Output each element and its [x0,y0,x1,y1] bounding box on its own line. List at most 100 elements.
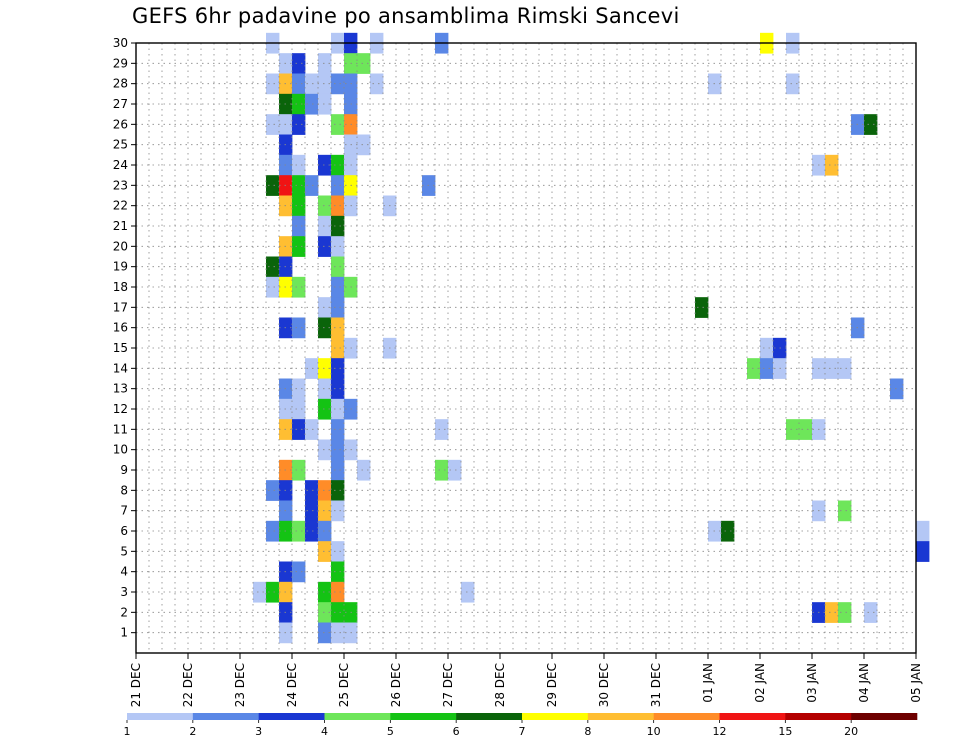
legend-swatch [785,713,852,720]
heatmap-cell [292,114,306,135]
x-tick-label: 22 DEC [181,663,195,707]
heatmap-cell [318,602,332,623]
legend-swatch [587,713,654,720]
x-tick-label: 23 DEC [233,663,247,707]
y-tick-label: 14 [113,361,128,375]
heatmap-cell [305,500,319,522]
heatmap-cell [331,622,345,644]
heatmap-cell [305,175,319,196]
heatmap-cell [266,480,280,501]
heatmap-cell [370,73,384,95]
y-tick-label: 22 [113,199,128,213]
x-tick-label: 30 DEC [597,663,611,707]
heatmap-cell [331,398,345,420]
x-tick-label: 29 DEC [545,663,559,707]
heatmap-cell [786,419,800,440]
heatmap-cell [825,358,839,379]
heatmap-cell [292,73,306,95]
heatmap-cell [318,622,332,644]
heatmap-cell [318,398,332,420]
heatmap-cell [292,53,306,74]
y-tick-label: 15 [113,341,128,355]
y-tick-label: 2 [120,605,128,619]
heatmap-cell [305,73,319,95]
heatmap-cell [331,358,345,379]
legend-label: 8 [584,725,591,738]
heatmap-cell [760,358,774,379]
heatmap-cell [838,602,852,623]
legend-swatch [324,713,391,720]
legend-swatch [851,713,918,720]
heatmap-cell [266,581,280,603]
heatmap-cell [838,358,852,379]
heatmap-cell [292,520,306,542]
legend-label: 7 [519,725,526,738]
heatmap-cell [266,175,280,196]
legend-label: 5 [387,725,394,738]
chart-title: GEFS 6hr padavine po ansamblima Rimski S… [132,4,680,28]
y-tick-label: 17 [113,300,128,314]
y-tick-label: 23 [113,178,128,192]
legend-swatch [258,713,325,720]
heatmap-cell [331,73,345,95]
y-tick-label: 29 [113,56,128,70]
heatmap-cell [292,317,306,339]
x-tick-label: 24 DEC [285,663,299,707]
heatmap-cell [331,480,345,501]
heatmap-cell [916,520,930,542]
heatmap-cell [318,195,332,217]
heatmap-cell [305,93,319,115]
heatmap-cell [331,154,345,176]
heatmap-cell [331,256,345,278]
heatmap-cell [318,215,332,237]
heatmap-cell [305,480,319,501]
heatmap-cell [318,317,332,339]
heatmap-cell [331,561,345,583]
legend-swatch [390,713,457,720]
heatmap-cell [292,419,306,440]
y-tick-label: 24 [113,158,128,172]
heatmap-cell [357,134,371,156]
heatmap-cell [786,73,800,95]
legend-swatch [719,713,786,720]
heatmap-cell [318,358,332,379]
heatmap-cell [331,215,345,237]
heatmap-cell [864,602,878,623]
y-tick-label: 12 [113,402,128,416]
heatmap-cell [253,581,267,603]
legend-label: 10 [647,725,661,738]
heatmap-cell [825,154,839,176]
heatmap-cell [292,195,306,217]
heatmap-cell [318,439,332,461]
y-tick-label: 21 [113,219,128,233]
heatmap-cell [292,378,306,400]
heatmap-cell [266,114,280,135]
heatmap-cell [292,154,306,176]
y-tick-label: 8 [120,483,128,497]
y-tick-label: 18 [113,280,128,294]
heatmap-cell [266,256,280,278]
heatmap-cell [305,419,319,440]
x-tick-label: 03 JAN [805,663,819,703]
x-tick-label: 27 DEC [441,663,455,707]
heatmap-cell [331,297,345,318]
heatmap-cell [331,276,345,298]
heatmap-cell [318,236,332,257]
heatmap-cell [318,500,332,522]
heatmap-cell [292,215,306,237]
x-tick-label: 04 JAN [857,663,871,703]
x-tick-label: 02 JAN [753,663,767,703]
y-tick-label: 19 [113,260,128,274]
heatmap-cell [305,520,319,542]
heatmap-cell [292,93,306,115]
legend-label: 15 [778,725,792,738]
heatmap-cell [331,541,345,562]
heatmap-cell [292,398,306,420]
heatmap-cell [292,236,306,257]
heatmap-cell [838,500,852,522]
heatmap-cell [864,114,878,135]
heatmap-cell [331,439,345,461]
heatmap-cell [331,500,345,522]
y-tick-label: 7 [120,504,128,518]
